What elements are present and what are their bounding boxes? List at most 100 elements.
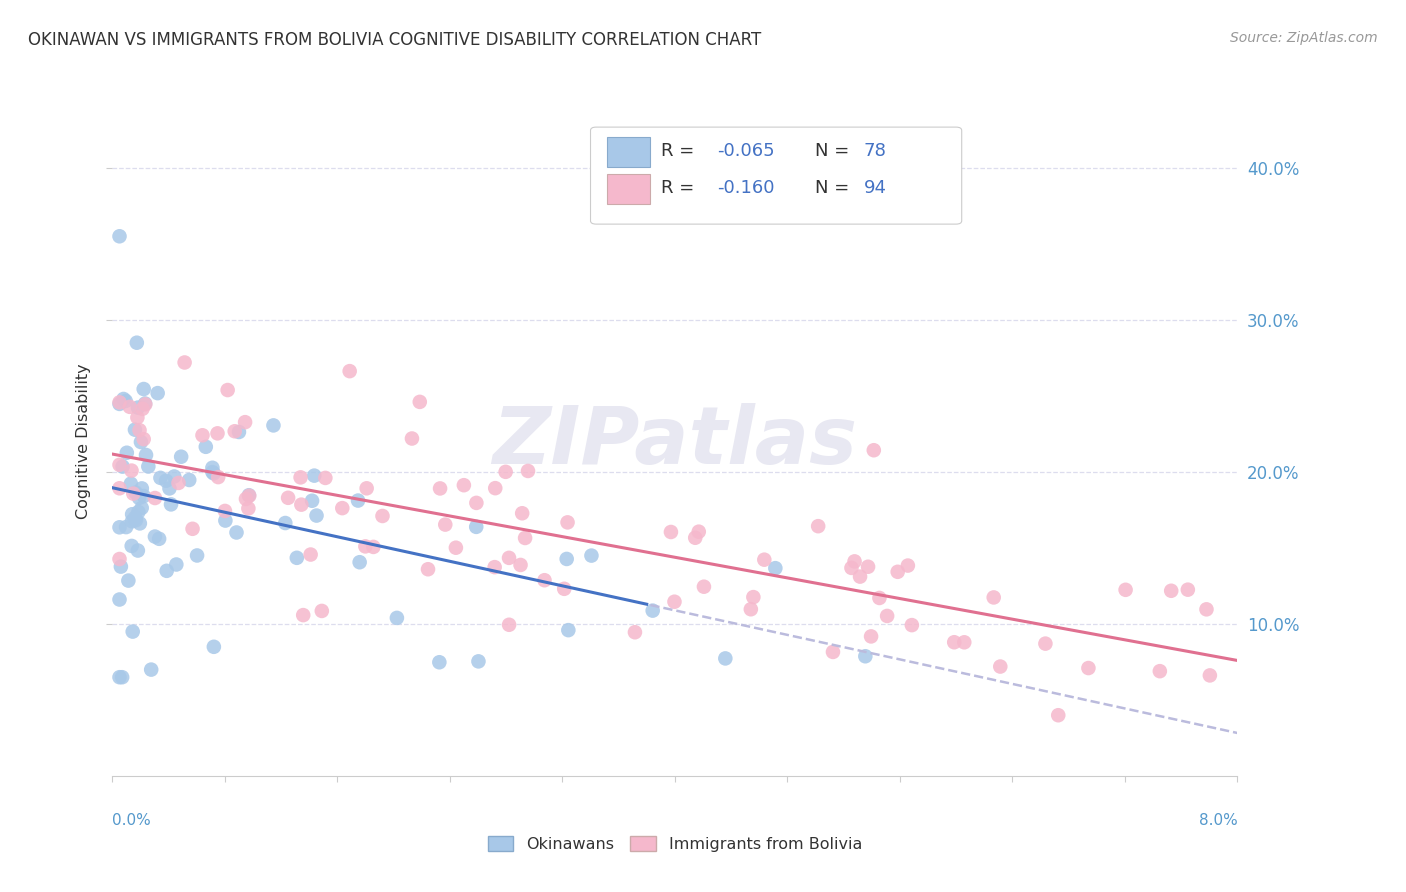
Point xyxy=(138,459,160,474)
Point xyxy=(311,604,333,618)
Point xyxy=(1177,582,1199,597)
Point xyxy=(740,602,762,616)
Point xyxy=(664,595,686,609)
Point xyxy=(1199,668,1222,682)
Point xyxy=(354,540,377,554)
Point xyxy=(179,473,201,487)
Point xyxy=(128,423,150,437)
FancyBboxPatch shape xyxy=(607,137,650,168)
Point xyxy=(141,663,163,677)
Point xyxy=(807,519,830,533)
Point xyxy=(683,531,706,545)
Point xyxy=(983,591,1005,605)
Point xyxy=(434,517,457,532)
Point xyxy=(581,549,603,563)
Point xyxy=(115,520,138,534)
Point xyxy=(134,397,156,411)
Point xyxy=(856,559,879,574)
Text: OKINAWAN VS IMMIGRANTS FROM BOLIVIA COGNITIVE DISABILITY CORRELATION CHART: OKINAWAN VS IMMIGRANTS FROM BOLIVIA COGN… xyxy=(28,31,762,49)
Point xyxy=(292,608,315,623)
Text: N =: N = xyxy=(815,178,855,196)
Point xyxy=(224,424,246,438)
FancyBboxPatch shape xyxy=(591,128,962,224)
Point xyxy=(159,482,181,496)
Point xyxy=(124,485,146,500)
Point xyxy=(510,506,533,520)
Point xyxy=(363,540,385,554)
Point xyxy=(117,574,139,588)
Point xyxy=(821,645,844,659)
Point xyxy=(214,504,236,518)
Point xyxy=(285,550,308,565)
Point xyxy=(125,513,148,527)
Point xyxy=(953,635,976,649)
Point xyxy=(235,491,257,506)
Text: 78: 78 xyxy=(863,143,887,161)
Point xyxy=(330,501,353,516)
Point xyxy=(238,501,260,516)
Text: 0.0%: 0.0% xyxy=(112,814,152,828)
Point xyxy=(128,491,150,505)
Point xyxy=(409,395,432,409)
Point xyxy=(186,549,208,563)
Point xyxy=(304,468,326,483)
Point xyxy=(165,558,187,572)
Point xyxy=(860,629,883,643)
Point xyxy=(118,400,141,414)
Point xyxy=(862,443,884,458)
Point xyxy=(181,522,204,536)
Point xyxy=(108,520,131,534)
Point xyxy=(1160,583,1182,598)
Point xyxy=(108,670,131,684)
Point xyxy=(128,516,150,531)
Point xyxy=(238,489,260,503)
Point xyxy=(191,428,214,442)
Point xyxy=(444,541,467,555)
Point xyxy=(557,516,579,530)
Point xyxy=(1115,582,1137,597)
Point xyxy=(453,478,475,492)
Point xyxy=(401,432,423,446)
Point xyxy=(262,418,284,433)
Point xyxy=(143,530,166,544)
Point xyxy=(465,520,488,534)
Point xyxy=(135,448,157,462)
Point xyxy=(160,497,183,511)
Text: -0.160: -0.160 xyxy=(717,178,775,196)
Point xyxy=(853,649,876,664)
Point xyxy=(121,624,143,639)
Point xyxy=(108,395,131,409)
Point xyxy=(131,482,153,496)
Point xyxy=(111,670,134,684)
Point xyxy=(214,514,236,528)
Point xyxy=(121,514,143,528)
Point xyxy=(134,396,156,410)
Point xyxy=(901,618,924,632)
Point xyxy=(127,543,149,558)
Point xyxy=(1047,708,1070,723)
Point xyxy=(143,491,166,505)
Point xyxy=(943,635,966,649)
Point xyxy=(429,482,451,496)
Point xyxy=(225,525,247,540)
Legend: Okinawans, Immigrants from Bolivia: Okinawans, Immigrants from Bolivia xyxy=(481,830,869,858)
Point xyxy=(299,548,322,562)
Point xyxy=(347,493,370,508)
Point xyxy=(290,498,312,512)
Point xyxy=(849,569,872,583)
Text: 94: 94 xyxy=(863,178,887,196)
Point xyxy=(301,493,323,508)
Point xyxy=(356,481,378,495)
Text: R =: R = xyxy=(661,178,700,196)
Point xyxy=(641,604,664,618)
Point xyxy=(553,582,575,596)
Point xyxy=(108,397,131,411)
Point xyxy=(742,590,765,604)
Point xyxy=(110,559,132,574)
Point xyxy=(498,617,520,632)
Point xyxy=(207,426,229,441)
Point xyxy=(108,229,131,244)
Point xyxy=(108,481,131,495)
Point xyxy=(207,470,229,484)
Point xyxy=(112,392,135,406)
